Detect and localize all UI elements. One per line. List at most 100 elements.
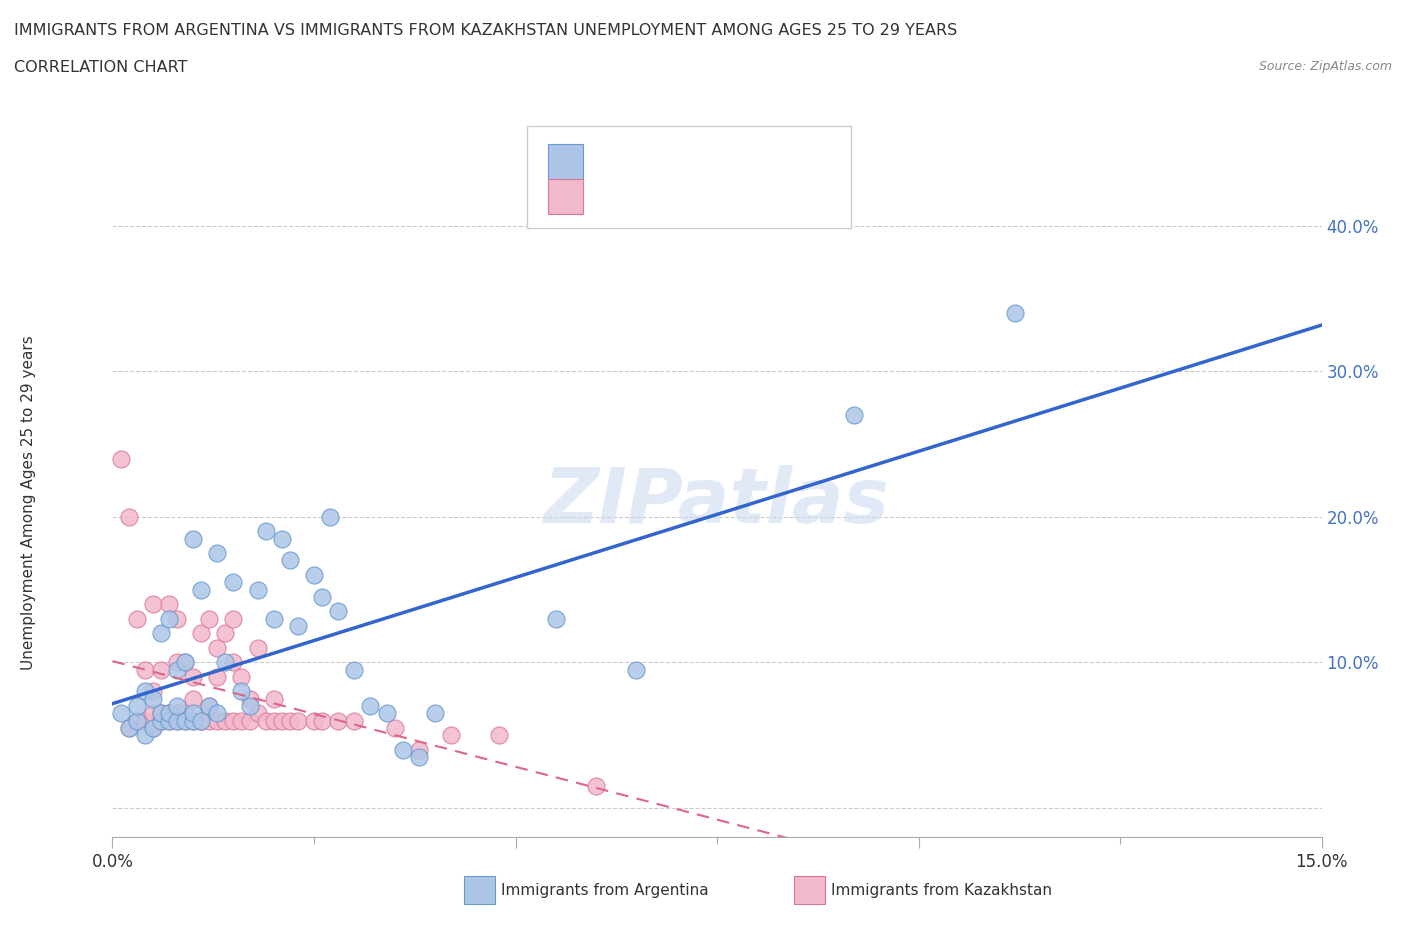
- Point: [117, 510, 139, 525]
- Point: [238, 691, 260, 706]
- Point: [207, 670, 229, 684]
- Point: [134, 684, 156, 698]
- Point: [328, 604, 350, 618]
- Point: [174, 706, 197, 721]
- Text: R =: R =: [593, 153, 633, 171]
- Point: [222, 575, 245, 590]
- Point: [125, 698, 148, 713]
- Point: [440, 727, 463, 742]
- Point: [157, 706, 180, 721]
- Point: [157, 706, 180, 721]
- Point: [263, 691, 285, 706]
- Point: [134, 662, 156, 677]
- Point: [157, 713, 180, 728]
- Point: [214, 713, 236, 728]
- Point: [214, 626, 236, 641]
- Point: [343, 713, 366, 728]
- Text: 0.127: 0.127: [637, 187, 693, 206]
- Point: [142, 597, 165, 612]
- Point: [488, 727, 510, 742]
- Point: [125, 713, 148, 728]
- Point: [181, 531, 204, 546]
- Point: [246, 706, 269, 721]
- Point: [278, 713, 301, 728]
- Point: [254, 713, 277, 728]
- Point: [149, 713, 172, 728]
- Point: [328, 713, 350, 728]
- Text: Unemployment Among Ages 25 to 29 years: Unemployment Among Ages 25 to 29 years: [21, 335, 35, 670]
- Text: ZIPatlas: ZIPatlas: [544, 465, 890, 539]
- Point: [207, 641, 229, 656]
- Point: [190, 713, 212, 728]
- Point: [174, 713, 197, 728]
- Point: [190, 713, 212, 728]
- Point: [198, 698, 221, 713]
- Point: [181, 706, 204, 721]
- Text: 0.588: 0.588: [637, 153, 695, 171]
- Point: [222, 713, 245, 728]
- Point: [110, 451, 132, 466]
- Point: [134, 713, 156, 728]
- Point: [181, 691, 204, 706]
- Point: [278, 553, 301, 568]
- Point: [231, 713, 253, 728]
- Point: [149, 626, 172, 641]
- Text: N =: N =: [689, 187, 728, 206]
- Point: [263, 713, 285, 728]
- Text: IMMIGRANTS FROM ARGENTINA VS IMMIGRANTS FROM KAZAKHSTAN UNEMPLOYMENT AMONG AGES : IMMIGRANTS FROM ARGENTINA VS IMMIGRANTS …: [14, 23, 957, 38]
- Text: Immigrants from Kazakhstan: Immigrants from Kazakhstan: [831, 883, 1052, 897]
- Point: [311, 590, 333, 604]
- Point: [181, 713, 204, 728]
- Point: [238, 713, 260, 728]
- Point: [246, 582, 269, 597]
- Point: [343, 662, 366, 677]
- Point: [198, 713, 221, 728]
- Point: [190, 582, 212, 597]
- Point: [231, 670, 253, 684]
- Point: [287, 713, 309, 728]
- Point: [166, 706, 188, 721]
- Point: [319, 510, 342, 525]
- Point: [142, 706, 165, 721]
- Point: [134, 727, 156, 742]
- Point: [408, 750, 430, 764]
- Point: [207, 706, 229, 721]
- Point: [190, 713, 212, 728]
- Point: [157, 706, 180, 721]
- Point: [166, 662, 188, 677]
- Point: [166, 698, 188, 713]
- Point: [254, 524, 277, 538]
- Point: [359, 698, 381, 713]
- Point: [142, 721, 165, 736]
- Point: [125, 611, 148, 626]
- Point: [166, 706, 188, 721]
- Text: N =: N =: [689, 153, 728, 171]
- Point: [174, 655, 197, 670]
- Point: [1004, 306, 1026, 321]
- Point: [270, 531, 292, 546]
- Point: [157, 597, 180, 612]
- Text: CORRELATION CHART: CORRELATION CHART: [14, 60, 187, 75]
- Point: [149, 713, 172, 728]
- Point: [149, 706, 172, 721]
- Text: R =: R =: [593, 187, 638, 206]
- Point: [166, 713, 188, 728]
- Point: [149, 706, 172, 721]
- Point: [166, 611, 188, 626]
- Point: [157, 611, 180, 626]
- Point: [198, 698, 221, 713]
- Point: [166, 655, 188, 670]
- Text: 64: 64: [721, 187, 747, 206]
- Point: [384, 721, 406, 736]
- Point: [149, 662, 172, 677]
- Point: [110, 706, 132, 721]
- Point: [222, 611, 245, 626]
- Point: [190, 626, 212, 641]
- Point: [166, 713, 188, 728]
- Point: [142, 691, 165, 706]
- Point: [270, 713, 292, 728]
- Point: [408, 742, 430, 757]
- Point: [238, 698, 260, 713]
- Point: [626, 662, 648, 677]
- Point: [287, 618, 309, 633]
